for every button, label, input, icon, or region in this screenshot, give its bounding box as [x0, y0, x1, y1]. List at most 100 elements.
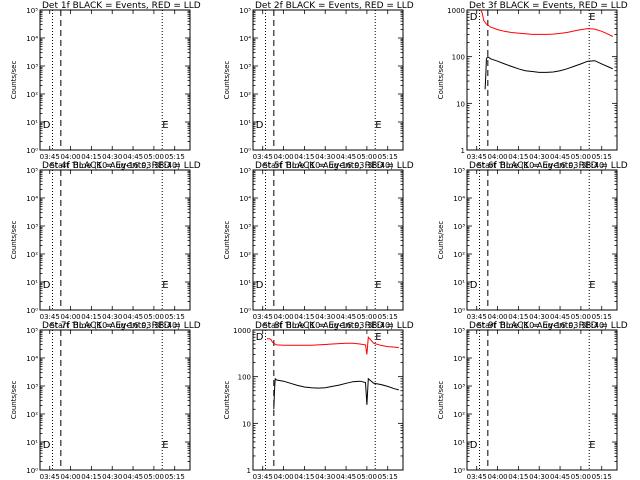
- plot-frame: [252, 9, 404, 151]
- y-tick-label: 10¹: [26, 439, 38, 447]
- x-tick-label: 04:45: [336, 473, 356, 480]
- x-tick-label: 04:00: [487, 313, 507, 321]
- y-tick-label: 10⁰: [26, 307, 38, 315]
- x-tick-label: 04:15: [294, 473, 314, 480]
- marker-e: E: [589, 440, 595, 451]
- plot-frame: [466, 329, 618, 471]
- y-tick-label: 10²: [26, 251, 38, 259]
- x-tick-label: 05:00: [357, 153, 377, 161]
- x-tick-label: 05:00: [571, 153, 591, 161]
- y-tick-label: 10³: [239, 63, 251, 71]
- y-axis-label: Counts/sec: [223, 221, 231, 260]
- plot-frame: [252, 329, 404, 471]
- x-axis-label: Start Time (10-Aug-16 03:38:40): [477, 321, 608, 330]
- x-tick-label: 04:00: [487, 473, 507, 480]
- series-lld: [480, 9, 614, 37]
- panel-title: Det 9f BLACK = Events, RED = LLD: [469, 321, 628, 331]
- marker-e: E: [162, 120, 168, 131]
- x-tick-label: 03:45: [253, 473, 273, 480]
- y-tick-label: 10³: [453, 383, 465, 391]
- x-tick-label: 04:45: [550, 153, 570, 161]
- x-tick-label: 04:00: [273, 473, 293, 480]
- x-tick-label: 05:00: [357, 473, 377, 480]
- y-tick-label: 10²: [239, 251, 251, 259]
- x-tick-label: 04:00: [273, 313, 293, 321]
- y-tick-label: 10⁵: [26, 167, 38, 175]
- x-tick-label: 04:30: [102, 153, 122, 161]
- x-axis-label: Start Time (10-Aug-16 03:38:40): [50, 161, 181, 170]
- marker-e: E: [162, 440, 168, 451]
- y-tick-label: 10¹: [453, 439, 465, 447]
- x-tick-label: 04:45: [336, 153, 356, 161]
- y-axis-label: Counts/sec: [437, 61, 445, 100]
- y-tick-label: 10³: [26, 383, 38, 391]
- y-tick-label: 10⁴: [239, 195, 251, 203]
- plot-frame: [466, 9, 618, 151]
- x-tick-label: 04:00: [60, 153, 80, 161]
- marker-d: D: [470, 280, 478, 291]
- x-tick-label: 05:00: [144, 313, 164, 321]
- x-axis-label: Start Time (10-Aug-16 03:38:40): [477, 161, 608, 170]
- y-axis-label: Counts/sec: [437, 381, 445, 420]
- y-axis-label: Counts/sec: [223, 61, 231, 100]
- series-events: [484, 55, 614, 90]
- x-tick-label: 05:00: [357, 313, 377, 321]
- x-tick-label: 03:45: [467, 153, 487, 161]
- marker-d: D: [256, 332, 264, 343]
- x-tick-label: 04:00: [487, 153, 507, 161]
- y-tick-label: 10²: [453, 411, 465, 419]
- x-tick-label: 05:15: [165, 153, 185, 161]
- y-tick-label: 10⁴: [239, 35, 251, 43]
- x-tick-label: 05:15: [378, 153, 398, 161]
- x-tick-label: 05:00: [144, 473, 164, 480]
- y-tick-label: 10¹: [26, 119, 38, 127]
- x-axis-label: Start Time (10-Aug-16 03:38:40): [263, 321, 394, 330]
- y-tick-label: 10³: [26, 223, 38, 231]
- x-tick-label: 05:15: [592, 153, 612, 161]
- y-tick-label: 10¹: [26, 279, 38, 287]
- y-tick-label: 10⁵: [453, 167, 465, 175]
- y-tick-label: 10⁰: [453, 307, 465, 315]
- x-tick-label: 05:00: [571, 473, 591, 480]
- y-axis-label: Counts/sec: [10, 381, 18, 420]
- y-tick-label: 100: [238, 374, 251, 382]
- x-tick-label: 03:45: [40, 313, 60, 321]
- y-axis-label: Counts/sec: [223, 381, 231, 420]
- marker-d: D: [470, 440, 478, 451]
- y-tick-label: 1: [461, 147, 465, 155]
- x-axis-label: Start Time (10-Aug-16 03:38:40): [263, 161, 394, 170]
- y-tick-label: 10: [456, 100, 465, 108]
- x-tick-label: 05:15: [165, 313, 185, 321]
- x-tick-label: 04:30: [315, 473, 335, 480]
- plot-frame: [39, 169, 191, 311]
- marker-d: D: [43, 120, 51, 131]
- panel-title: Det 1f BLACK = Events, RED = LLD: [42, 1, 201, 11]
- y-axis-label: Counts/sec: [10, 61, 18, 100]
- x-tick-label: 03:45: [467, 473, 487, 480]
- x-tick-label: 04:15: [294, 313, 314, 321]
- y-tick-label: 100: [452, 54, 465, 62]
- x-tick-label: 05:15: [592, 473, 612, 480]
- x-tick-label: 05:15: [592, 313, 612, 321]
- panel-title: Det 3f BLACK = Events, RED = LLD: [469, 1, 628, 11]
- y-tick-label: 10⁰: [26, 467, 38, 475]
- x-tick-label: 03:45: [467, 313, 487, 321]
- panel-title: Det 8f BLACK = Events, RED = LLD: [255, 321, 414, 331]
- panel-title: Det 7f BLACK = Events, RED = LLD: [42, 321, 201, 331]
- x-tick-label: 04:15: [508, 473, 528, 480]
- marker-d: D: [256, 120, 264, 131]
- x-tick-label: 04:15: [81, 313, 101, 321]
- y-tick-label: 10⁵: [453, 327, 465, 335]
- y-tick-label: 1000: [233, 327, 251, 335]
- y-tick-label: 10⁰: [239, 307, 251, 315]
- plot-frame: [39, 9, 191, 151]
- x-tick-label: 05:00: [571, 313, 591, 321]
- series-lld: [266, 336, 399, 355]
- x-tick-label: 04:30: [529, 153, 549, 161]
- y-tick-label: 10⁴: [453, 195, 465, 203]
- panel-title: Det 2f BLACK = Events, RED = LLD: [255, 1, 414, 11]
- x-tick-label: 04:15: [508, 153, 528, 161]
- y-tick-label: 1000: [447, 7, 465, 15]
- x-tick-label: 04:00: [273, 153, 293, 161]
- x-tick-label: 05:00: [144, 153, 164, 161]
